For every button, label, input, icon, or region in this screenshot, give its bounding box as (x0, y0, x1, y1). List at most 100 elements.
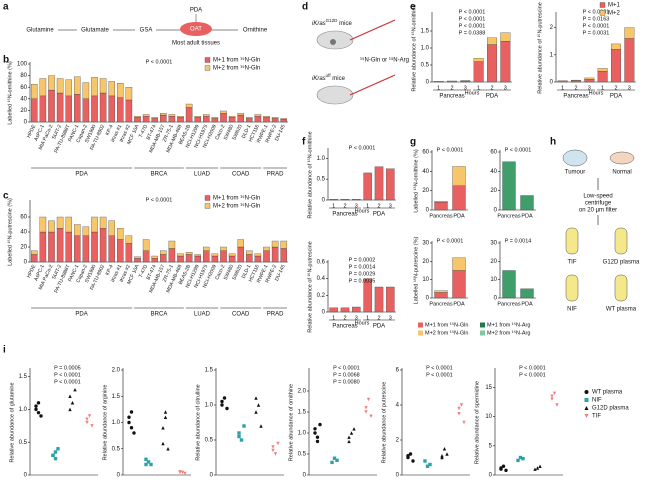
label: PDA (190, 8, 202, 14)
group-label: Pancreas (332, 212, 357, 218)
x-tick-label: 2 (614, 85, 617, 91)
bar (500, 32, 511, 42)
bar (220, 250, 227, 263)
y-tick-label: 20 (422, 188, 429, 194)
data-point (538, 464, 542, 468)
group-label: BRCA (151, 312, 168, 318)
data-point (504, 468, 508, 473)
bar (386, 168, 395, 201)
node: GSA (140, 28, 153, 34)
panel-label: a (3, 2, 9, 13)
legend-swatch (599, 10, 606, 16)
bar (185, 103, 193, 108)
y-tick-label: 15 (485, 385, 492, 391)
x-tick-label: 2 (343, 315, 346, 321)
x-tick-label: Pancreas (497, 213, 520, 219)
data-point (220, 399, 224, 404)
y-tick-label: 0 (426, 208, 430, 214)
bar (434, 201, 448, 203)
data-point (36, 410, 41, 415)
y-tick-label: 1.0 (19, 407, 28, 413)
y-tick-label: 0.5 (298, 452, 307, 458)
bar (74, 94, 81, 123)
bar (48, 231, 55, 263)
group-label: Pancreas (563, 94, 588, 100)
y-tick-label: 0 (426, 296, 430, 302)
bar (151, 258, 158, 263)
bar (99, 216, 107, 229)
x-tick-label: 1 (437, 85, 440, 91)
y-tick-label: 0.5 (112, 446, 121, 452)
y-tick-label: 0 (303, 473, 307, 479)
group-label: PRAD (267, 312, 284, 318)
group-label: PDA (373, 212, 385, 218)
data-point (408, 452, 413, 456)
y-tick-label: 2 (396, 438, 400, 444)
data-point (129, 426, 134, 430)
data-point (318, 422, 322, 427)
y-tick-label: 30 (490, 241, 497, 247)
data-point (85, 417, 89, 421)
y-tick-label: 4 (396, 403, 400, 409)
bar (434, 202, 448, 211)
y-tick-label: 1.0 (317, 156, 326, 162)
y-tick-label: 60 (20, 85, 27, 91)
data-point (34, 407, 38, 412)
y-tick-label: 2.0 (112, 368, 121, 374)
bar (108, 220, 115, 236)
bar (160, 114, 167, 123)
annotation: P < 0.0001 (459, 23, 486, 29)
data-point (237, 434, 241, 439)
panel-label: h (550, 137, 556, 148)
chart: 0 5 10 15 Relative abundance of spermidine P … (474, 365, 629, 478)
tumour (330, 39, 336, 45)
bar (500, 41, 511, 83)
bar (177, 117, 184, 123)
legend-marker (584, 414, 589, 418)
y-tick-label: 0.5 (317, 177, 326, 183)
tube (565, 274, 579, 302)
panel-label: i (3, 345, 6, 356)
bar (160, 250, 167, 255)
legend-marker (584, 398, 589, 402)
bar (280, 240, 287, 249)
annotation: P < 0.0001 (519, 365, 546, 371)
x-tick-label: 1 (601, 85, 604, 91)
y-tick-label: 1.0 (421, 46, 430, 52)
bar (434, 290, 448, 293)
bar (228, 253, 236, 257)
y-tick-label: 1.0 (298, 431, 307, 437)
pathway-diagram: Glutamine Glutamate GSA Ornithine OAT PD… (26, 8, 268, 47)
data-point (149, 462, 153, 467)
fluid-diagram: Tumour Normal Low-speed centrifuge on 20… (562, 149, 640, 313)
node: Glutamine (26, 28, 54, 34)
y-tick-label: 10 (485, 414, 492, 420)
bar (91, 216, 98, 233)
bar (56, 78, 64, 94)
data-point (166, 447, 170, 451)
x-tick-label: PDA (453, 301, 465, 307)
y-axis-label: Relative abundance of ¹⁵N-ornithine (306, 131, 313, 218)
legend-label: M+2 from ¹⁵N-Gln (425, 329, 468, 336)
x-tick-label: 2 (490, 85, 493, 91)
legend-swatch (204, 65, 211, 71)
annotation: P < 0.0001 (459, 16, 486, 22)
annotation: P < 0.0001 (583, 9, 610, 15)
y-tick-label: 100 (17, 62, 28, 68)
data-point (68, 407, 72, 412)
legend-swatch (418, 322, 423, 328)
x-tick-label: T-47D (138, 124, 149, 139)
legend-label: NIF (592, 398, 602, 404)
bar (237, 113, 244, 116)
data-point (330, 460, 334, 465)
data-point (335, 458, 339, 462)
x-tick-label: 1 (366, 315, 369, 321)
step: on 20 µm filter (579, 208, 617, 214)
bar (352, 306, 361, 313)
bar (134, 117, 141, 123)
x-tick-label: 2 (450, 85, 453, 91)
panel-label: d (302, 2, 308, 13)
chart: 0 0.5 1.0 1.5 2.0 Relative abundance of argin… (102, 368, 191, 479)
